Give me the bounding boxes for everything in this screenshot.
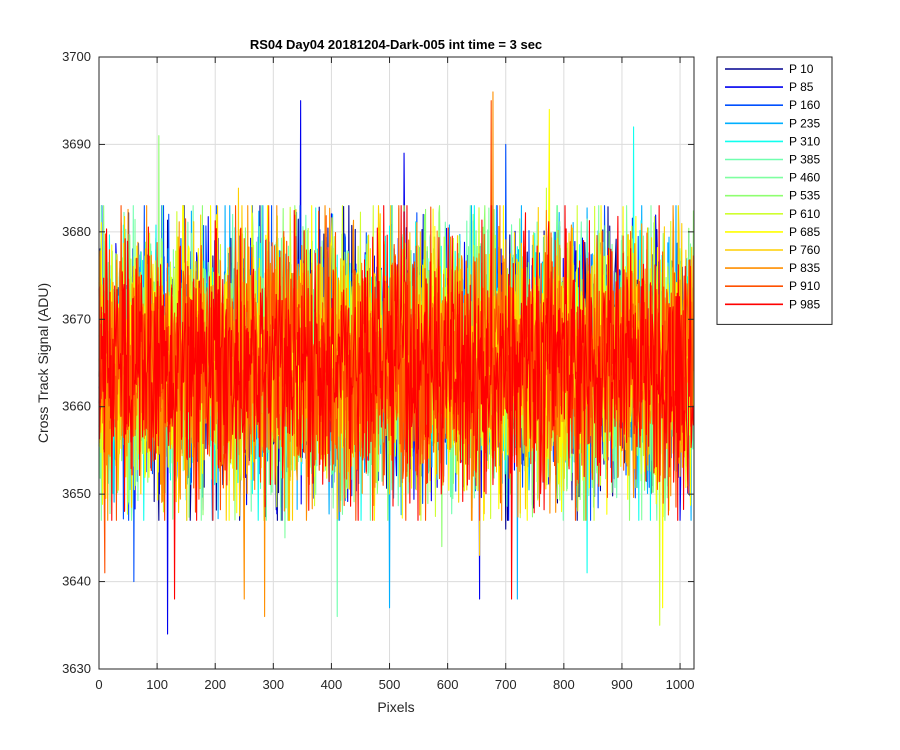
plot-frame — [98, 56, 695, 670]
y-tick-label: 3640 — [62, 574, 91, 589]
series-line-p-985 — [98, 205, 694, 600]
legend-label: P 235 — [789, 116, 820, 130]
chart-title: RS04 Day04 20181204-Dark-005 int time = … — [250, 37, 542, 52]
x-tick-label: 700 — [495, 677, 517, 692]
x-tick-label: 0 — [95, 677, 102, 692]
legend: P 10 P 85 P 160 P 235 P 310 P 385 P 460 P 535 P … — [716, 56, 833, 325]
legend-label: P 610 — [789, 207, 820, 221]
y-tick-label: 3630 — [62, 661, 91, 676]
legend-label: P 535 — [789, 189, 820, 203]
legend-label: P 835 — [789, 261, 820, 275]
y-tick-label: 3680 — [62, 224, 91, 239]
x-tick-label: 1000 — [666, 677, 695, 692]
x-axis-label: Pixels — [377, 699, 414, 715]
x-tick-label: 300 — [262, 677, 284, 692]
legend-label: P 760 — [789, 243, 820, 257]
x-tick-label: 800 — [553, 677, 575, 692]
y-tick-label: 3690 — [62, 136, 91, 151]
legend-label: P 85 — [789, 80, 814, 94]
x-tick-label: 900 — [611, 677, 633, 692]
series-layer — [98, 91, 694, 635]
legend-label: P 910 — [789, 279, 820, 293]
x-tick-label: 100 — [146, 677, 168, 692]
y-tick-label: 3670 — [62, 311, 91, 326]
x-tick-label: 200 — [204, 677, 226, 692]
x-tick-label: 500 — [379, 677, 401, 692]
legend-label: P 685 — [789, 225, 820, 239]
y-axis-label: Cross Track Signal (ADU) — [35, 283, 51, 443]
legend-label: P 310 — [789, 134, 820, 148]
legend-label: P 385 — [789, 153, 820, 167]
legend-label: P 460 — [789, 171, 820, 185]
legend-box — [716, 56, 833, 325]
legend-label: P 160 — [789, 98, 820, 112]
y-tick-label: 3650 — [62, 486, 91, 501]
legend-label: P 985 — [789, 297, 820, 311]
x-tick-label: 400 — [321, 677, 343, 692]
axis-ticks: 0 100 200 300 400 500 600 700 800 900 1000 3630 3640… — [62, 49, 694, 692]
legend-label: P 10 — [789, 62, 814, 76]
x-tick-label: 600 — [437, 677, 459, 692]
y-tick-label: 3660 — [62, 399, 91, 414]
y-tick-label: 3700 — [62, 49, 91, 64]
